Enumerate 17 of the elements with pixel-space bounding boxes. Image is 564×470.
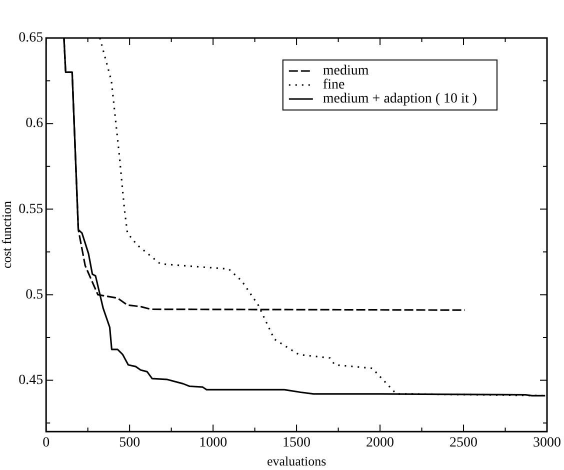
x-tick-label: 1000 xyxy=(199,436,228,451)
y-tick-label: 0.6 xyxy=(26,116,44,132)
x-axis-title: evaluations xyxy=(266,454,326,469)
y-tick-label: 0.65 xyxy=(18,30,44,46)
x-tick-label: 3000 xyxy=(533,436,561,451)
y-tick-label: 0.45 xyxy=(18,372,44,388)
x-tick-label: 1500 xyxy=(282,436,311,451)
legend-label: medium xyxy=(322,64,369,79)
legend-label: fine xyxy=(322,78,345,93)
y-tick-label: 0.5 xyxy=(26,287,44,302)
y-axis-title: cost function xyxy=(0,200,14,269)
y-tick-label: 0.55 xyxy=(18,202,44,217)
legend-label: medium + adaption ( 10 it ) xyxy=(322,92,478,107)
x-tick-label: 2000 xyxy=(366,436,394,451)
x-tick-label: 0 xyxy=(42,436,50,451)
x-tick-label: 500 xyxy=(119,436,140,451)
x-tick-label: 2500 xyxy=(450,436,478,451)
